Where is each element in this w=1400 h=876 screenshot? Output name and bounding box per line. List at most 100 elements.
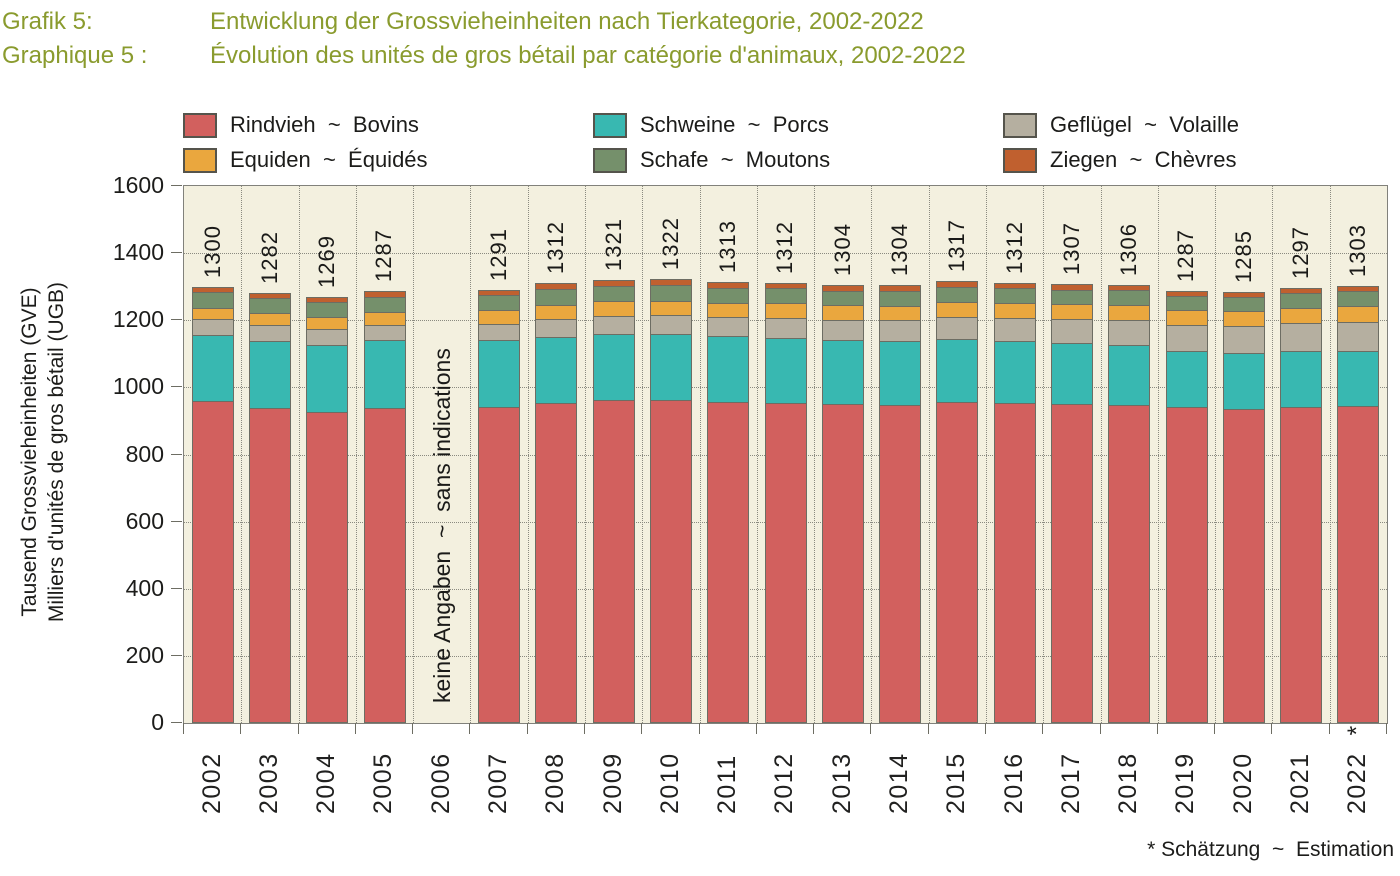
bar-total-2019: 1287: [1158, 186, 1215, 723]
chart-title-de: Grafik 5: Entwicklung der Grossvieheinhe…: [2, 7, 924, 37]
bar-2019: [1165, 291, 1208, 723]
bar-segment-schafe-2016: [994, 288, 1035, 303]
x-label-2013: 2013: [814, 724, 871, 814]
bar-segment-gefluegel-2021: [1281, 323, 1322, 352]
x-tick-15: [1042, 723, 1044, 734]
y-tick-400: [171, 587, 182, 589]
bar-segment-schafe-2008: [536, 288, 577, 306]
y-tick-600: [171, 520, 182, 522]
y-tick-label-200: 200: [125, 641, 164, 668]
y-tick-label-0: 0: [151, 709, 164, 735]
x-label-2012: 2012: [757, 724, 814, 814]
bar-segment-rindvieh-2013: [822, 404, 863, 722]
bar-segment-equiden-2015: [937, 301, 978, 318]
bar-segment-gefluegel-2014: [880, 320, 921, 342]
y-tick-label-1200: 1200: [112, 306, 164, 333]
bar-segment-rindvieh-2016: [994, 402, 1035, 722]
bar-total-label: 1287: [1173, 229, 1199, 283]
bar-2013: [821, 285, 864, 723]
x-label-2006: 2006: [413, 724, 470, 814]
bar-segment-ziegen-2007: [479, 290, 520, 296]
bar-segment-schafe-2002: [192, 292, 233, 308]
bar-total-2017: 1307: [1043, 186, 1100, 723]
bar-segment-schweine-2002: [192, 334, 233, 402]
bar-segment-schafe-2011: [708, 287, 749, 303]
x-label-2014: 2014: [871, 724, 928, 814]
bar-segment-rindvieh-2008: [536, 402, 577, 722]
bar-segment-rindvieh-2018: [1109, 404, 1150, 722]
bar-segment-gefluegel-2002: [192, 319, 233, 335]
x-label-text: 2007: [484, 752, 513, 814]
bar-segment-schweine-2011: [708, 336, 749, 402]
bar-segment-schweine-2021: [1281, 351, 1322, 407]
bar-segment-schafe-2004: [307, 302, 348, 317]
bar-segment-ziegen-2015: [937, 281, 978, 287]
bar-2011: [707, 282, 750, 723]
x-tick-21: [1386, 723, 1387, 734]
chart-title-fr-label: Graphique 5 :: [2, 42, 148, 69]
x-label-2020: 2020: [1215, 724, 1272, 814]
bar-2008: [535, 282, 578, 723]
bar-total-label: 1317: [944, 219, 970, 272]
bar-segment-rindvieh-2003: [249, 408, 290, 722]
y-tick-label-600: 600: [125, 507, 164, 534]
x-label-2011: 2011: [700, 724, 757, 814]
bar-segment-schafe-2009: [593, 285, 634, 302]
bar-2016: [993, 282, 1036, 723]
x-label-2017: 2017: [1043, 724, 1100, 814]
bar-segment-rindvieh-2022: [1338, 406, 1379, 722]
bar-segment-rindvieh-2011: [708, 401, 749, 722]
legend-label-equiden: Equiden ~ Équidés: [230, 147, 428, 172]
bar-segment-schafe-2017: [1051, 289, 1092, 305]
x-tick-20: [1328, 723, 1330, 734]
bar-segment-ziegen-2018: [1109, 285, 1150, 291]
bar-2007: [478, 289, 521, 723]
bar-segment-equiden-2018: [1109, 304, 1150, 321]
gridline-v-3: [355, 186, 357, 723]
bar-2018: [1108, 284, 1151, 723]
x-tick-1: [240, 723, 242, 734]
bar-segment-schweine-2007: [479, 340, 520, 407]
bar-segment-ziegen-2019: [1166, 292, 1207, 297]
bar-segment-schweine-2010: [650, 333, 691, 400]
bar-segment-equiden-2011: [708, 302, 749, 318]
x-label-2015: 2015: [929, 724, 986, 814]
bar-segment-gefluegel-2007: [479, 323, 520, 341]
bar-segment-gefluegel-2009: [593, 316, 634, 334]
bar-segment-schafe-2003: [249, 298, 290, 314]
x-label-text: 2015: [942, 752, 971, 814]
bar-segment-gefluegel-2015: [937, 317, 978, 339]
bar-segment-ziegen-2020: [1223, 292, 1264, 298]
legend-label-schafe: Schafe ~ Moutons: [640, 147, 831, 172]
bar-segment-gefluegel-2017: [1051, 319, 1092, 344]
bar-segment-schweine-2017: [1051, 343, 1092, 404]
x-label-text: 2003: [254, 752, 283, 814]
bar-segment-ziegen-2011: [708, 283, 749, 288]
bar-total-label: 1312: [1001, 220, 1027, 274]
bar-total-label: 1282: [256, 230, 282, 284]
x-label-text: 2004: [312, 752, 341, 814]
bar-2010: [649, 279, 692, 723]
gridline-v-12: [871, 186, 873, 723]
x-tick-9: [698, 723, 700, 734]
x-label-text: 2013: [827, 752, 856, 814]
y-tick-1400: [171, 252, 182, 254]
x-label-2005: 2005: [356, 724, 413, 814]
plot-area: 1300 1282 1269 1287 keine Angaben ~ sans ind…: [183, 185, 1388, 724]
bar-segment-equiden-2014: [880, 305, 921, 321]
bar-total-2009: 1321: [585, 186, 642, 723]
legend-item-equiden: Equiden ~ Équidés: [183, 147, 593, 173]
x-label-text: 2014: [885, 752, 914, 814]
bar-segment-schafe-2019: [1166, 296, 1207, 311]
legend-swatch-schafe: [593, 147, 627, 173]
legend-item-schafe: Schafe ~ Moutons: [593, 147, 1003, 173]
x-label-2009: 2009: [585, 724, 642, 814]
bar-total-label: 1304: [829, 223, 855, 277]
bar-total-2015: 1317: [929, 186, 986, 723]
bar-total-2003: 1282: [241, 186, 298, 723]
x-label-2008: 2008: [528, 724, 585, 814]
bar-segment-ziegen-2013: [822, 286, 863, 291]
gridline-v-10: [756, 186, 758, 723]
bar-segment-schafe-2013: [822, 290, 863, 306]
